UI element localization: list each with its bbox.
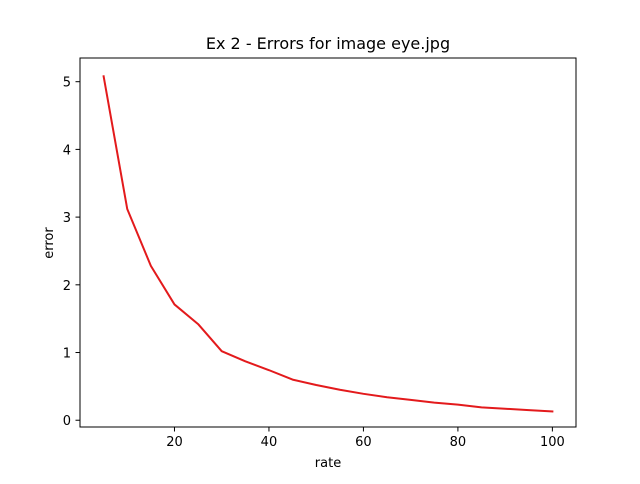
y-tick-label: 0 [63,414,71,429]
plot-area: 20 40 60 80 100 0 1 2 3 4 5 [63,57,577,450]
chart-title: Ex 2 - Errors for image eye.jpg [206,34,450,53]
x-tick-label: 100 [540,435,565,450]
y-tick-label: 3 [63,211,71,226]
y-axis-label: error [42,227,57,259]
axes-frame [79,57,577,428]
y-tick-label: 2 [63,279,71,294]
y-tick-label: 5 [63,76,71,91]
x-tick-label: 20 [166,435,183,450]
x-tick-label: 80 [450,435,467,450]
x-tick-label: 40 [261,435,278,450]
y-tick-label: 1 [63,347,71,362]
y-tick-label: 4 [63,143,71,158]
x-axis-label: rate [315,456,341,471]
x-tick-label: 60 [355,435,372,450]
series-line [102,75,554,413]
